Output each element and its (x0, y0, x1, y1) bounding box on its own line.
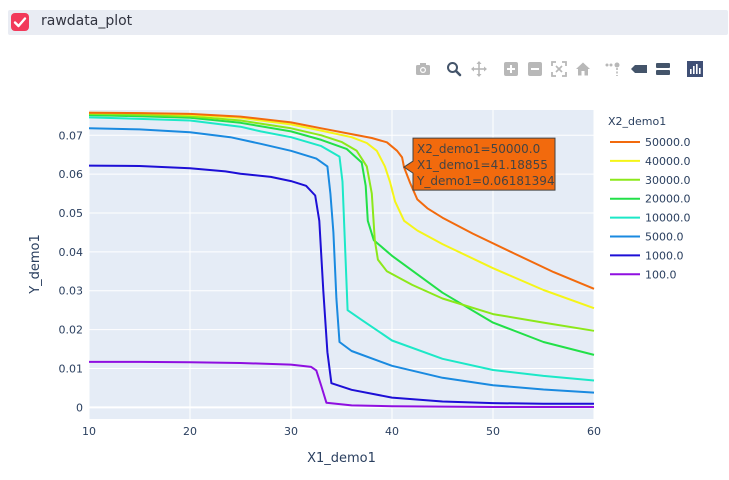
checkbox-icon[interactable] (11, 13, 29, 31)
hover-layer: X2_demo1=50000.0 X1_demo1=41.18855 Y_demo1… (403, 137, 556, 191)
x-axis-title: X1_demo1 (307, 451, 376, 466)
autoscale-icon[interactable] (550, 60, 568, 78)
hover-tooltip (403, 137, 556, 191)
zoom-icon[interactable] (445, 60, 463, 78)
legend-item: 5000.0 (645, 231, 684, 244)
series-line-20000.0 (88, 114, 595, 356)
series-line-100.0 (89, 360, 594, 408)
y-tick-label: 0.02 (59, 324, 84, 337)
plotly-logo-icon[interactable] (686, 60, 704, 78)
series-line-40000.0 (88, 111, 595, 310)
legend-item: 20000.0 (645, 193, 691, 206)
home-icon[interactable] (574, 60, 592, 78)
y-tick-label: 0.04 (59, 246, 84, 259)
pan-icon[interactable] (470, 60, 488, 78)
series-line-30000.0 (88, 112, 595, 332)
modebar (0, 60, 729, 80)
legend-item: 50000.0 (645, 136, 691, 149)
x-tick-label: 40 (385, 425, 399, 438)
x-tick-label: 20 (183, 425, 197, 438)
zoom-out-icon[interactable] (526, 60, 544, 78)
legend-item: 100.0 (645, 268, 677, 281)
spike-lines-icon[interactable] (604, 60, 622, 78)
hover-compare-icon[interactable] (654, 60, 672, 78)
zoom-in-icon[interactable] (502, 60, 520, 78)
y-tick-label: 0.07 (59, 129, 84, 142)
series-line-5000.0 (88, 127, 595, 394)
series-line-50000.0 (88, 111, 595, 290)
hover-tooltip-line: Y_demo1=0.06181394 (416, 174, 555, 188)
panel-title: rawdata_plot (41, 13, 133, 29)
y-axis-title: Y_demo1 (28, 234, 43, 295)
x-tick-label: 10 (82, 425, 96, 438)
hover-tooltip-line: X2_demo1=50000.0 (417, 142, 540, 156)
panel-header: rawdata_plot (8, 10, 728, 35)
y-tick-label: 0.03 (59, 285, 84, 298)
series-line-10000.0 (88, 116, 595, 382)
y-tick-label: 0 (76, 401, 83, 414)
series-line-1000.0 (88, 164, 594, 405)
camera-icon[interactable] (414, 60, 432, 78)
hover-tooltip-line: X1_demo1=41.18855 (417, 158, 548, 172)
x-tick-label: 50 (486, 425, 500, 438)
y-tick-label: 0.01 (59, 362, 84, 375)
series-layer (88, 111, 595, 408)
axes-layer: 10 20 30 40 50 60 0 0.01 0.02 0.03 0.04 0.05 0.06 0.0… (59, 129, 602, 438)
x-tick-label: 30 (284, 425, 298, 438)
legend: X2_demo1 50000.0 40000.0 30000.0 20000.0 1000… (608, 115, 691, 281)
hover-closest-icon[interactable] (630, 60, 648, 78)
legend-title: X2_demo1 (608, 115, 666, 128)
legend-item: 1000.0 (645, 249, 684, 262)
legend-item: 40000.0 (645, 155, 691, 168)
y-tick-label: 0.05 (59, 207, 84, 220)
y-tick-label: 0.06 (59, 168, 84, 181)
legend-item: 10000.0 (645, 212, 691, 225)
x-tick-label: 60 (587, 425, 601, 438)
legend-item: 30000.0 (645, 174, 691, 187)
